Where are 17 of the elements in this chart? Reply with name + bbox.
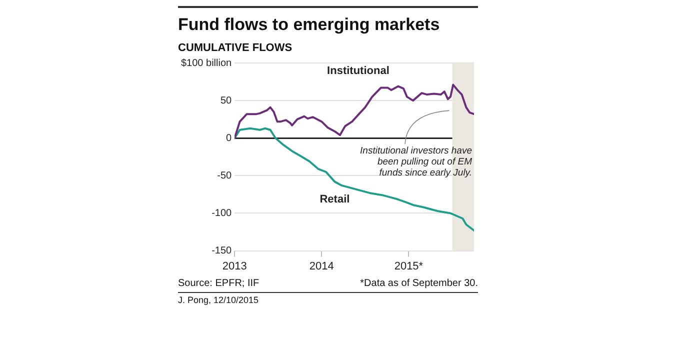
series-label: Retail: [320, 194, 350, 206]
chart-title: Fund flows to emerging markets: [178, 14, 441, 36]
y-tick-label: -150: [212, 246, 232, 257]
x-tick-label: 2013: [222, 260, 247, 272]
series-label: Institutional: [327, 64, 390, 77]
text: *Data as of September 30.: [360, 278, 478, 289]
x-tick-label: 2014: [309, 260, 334, 272]
y-tick-label: -100: [212, 208, 232, 219]
x-tick-label: 2015*: [394, 260, 424, 272]
chart-subtitle: CUMULATIVE FLOWS: [178, 42, 294, 54]
annotation: Institutional investors have been pulling out of EM funds since early July.: [360, 146, 472, 179]
y-tick-label: $100 billion: [180, 58, 232, 69]
source-note: Source: EPFR; IIF: [178, 278, 260, 289]
y-tick-label: 50: [220, 95, 232, 106]
text: J. Pong, 12/10/2015: [178, 295, 259, 305]
y-tick-label: 0: [226, 132, 232, 144]
y-tick-label: -50: [217, 170, 232, 182]
